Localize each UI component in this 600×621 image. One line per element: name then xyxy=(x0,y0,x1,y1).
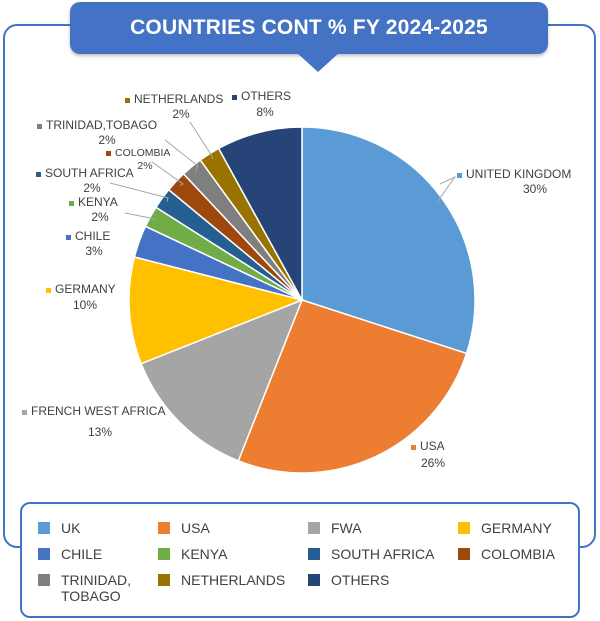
legend-label: USA xyxy=(181,520,210,536)
legend-item-uk: UK xyxy=(38,520,80,536)
data-value-south-africa: 2% xyxy=(83,181,101,195)
label-marker-usa xyxy=(411,445,416,450)
label-marker-others xyxy=(232,95,237,100)
legend-item-germany: GERMANY xyxy=(458,520,552,536)
data-label-french-west-africa: FRENCH WEST AFRICA xyxy=(31,404,165,418)
legend-swatch xyxy=(458,522,470,534)
legend-label: GERMANY xyxy=(481,520,552,536)
data-value-united-kingdom: 30% xyxy=(523,182,547,196)
leader-line-south-africa xyxy=(109,182,169,202)
leader-line-netherlands xyxy=(189,121,214,160)
pie-slice-germany xyxy=(128,256,305,365)
legend-item-south-africa: SOUTH AFRICA xyxy=(308,546,434,562)
title-banner-pointer xyxy=(296,52,340,72)
label-marker-trinidad-tobago xyxy=(37,124,42,129)
data-value-trinidad-tobago: 2% xyxy=(98,133,116,147)
label-marker-united-kingdom xyxy=(457,173,462,178)
legend-label: UK xyxy=(61,520,81,536)
legend-swatch xyxy=(38,522,50,534)
legend-item-colombia: COLOMBIA xyxy=(458,546,555,562)
data-label-kenya: KENYA xyxy=(78,195,118,209)
legend-swatch xyxy=(308,522,320,534)
pie-slice-others xyxy=(217,126,303,301)
legend: UK USA FWA GERMANY CHILE KENYA SOUTH AFRICA COL… xyxy=(20,502,580,618)
legend-swatch xyxy=(158,522,170,534)
leader-line-trinidad-tobago xyxy=(164,139,199,172)
label-marker-germany xyxy=(46,288,51,293)
label-marker-chile xyxy=(66,235,71,240)
data-value-germany: 10% xyxy=(73,298,97,312)
data-label-others: OTHERS xyxy=(241,89,291,103)
pie-slice-french-west-africa xyxy=(140,298,304,462)
legend-swatch xyxy=(158,548,170,560)
legend-item-netherlands: NETHERLANDS xyxy=(158,572,285,588)
legend-item-trinidad-tobago: TRINIDAD, TOBAGO xyxy=(38,572,131,604)
data-value-colombia: 2% xyxy=(137,160,152,172)
legend-label: OTHERS xyxy=(331,572,390,588)
data-value-others: 8% xyxy=(256,105,274,119)
legend-label: SOUTH AFRICA xyxy=(331,546,435,562)
legend-swatch xyxy=(458,548,470,560)
label-marker-south-africa xyxy=(36,172,41,177)
label-marker-netherlands xyxy=(125,98,130,103)
legend-label: KENYA xyxy=(181,546,228,562)
title-banner xyxy=(70,2,548,54)
legend-swatch xyxy=(308,574,320,586)
data-label-united-kingdom: UNITED KINGDOM xyxy=(466,167,571,181)
legend-swatch xyxy=(38,574,50,586)
data-label-trinidad-tobago: TRINIDAD,TOBAGO xyxy=(46,118,157,132)
legend-label: CHILE xyxy=(61,546,103,562)
pie-slice-usa xyxy=(237,299,468,474)
label-marker-kenya xyxy=(69,201,74,206)
leader-line-united-kingdom xyxy=(436,175,457,203)
legend-swatch xyxy=(308,548,320,560)
legend-label: FWA xyxy=(331,520,362,536)
legend-label: COLOMBIA xyxy=(481,546,555,562)
data-value-french-west-africa: 13% xyxy=(88,425,112,439)
data-value-netherlands: 2% xyxy=(172,107,190,121)
legend-label: NETHERLANDS xyxy=(181,572,286,588)
leader-line-colombia xyxy=(151,161,184,187)
legend-label: TRINIDAD, TOBAGO xyxy=(61,572,131,604)
legend-item-others: OTHERS xyxy=(308,572,389,588)
leader-line-kenya xyxy=(124,212,156,221)
label-marker-colombia xyxy=(106,151,111,156)
data-label-usa: USA xyxy=(420,439,445,453)
legend-item-chile: CHILE xyxy=(38,546,102,562)
data-value-kenya: 2% xyxy=(91,210,109,224)
chart-title: COUNTRIES CONT % FY 2024-2025 xyxy=(130,16,488,39)
legend-swatch xyxy=(158,574,170,586)
legend-item-usa: USA xyxy=(158,520,210,536)
data-label-colombia: COLOMBIA xyxy=(115,147,170,159)
data-label-south-africa: SOUTH AFRICA xyxy=(45,166,134,180)
legend-item-fwa: FWA xyxy=(308,520,362,536)
data-label-netherlands: NETHERLANDS xyxy=(134,92,223,106)
legend-item-kenya: KENYA xyxy=(158,546,227,562)
label-marker-french-west-africa xyxy=(22,410,27,415)
pie-slice-united-kingdom xyxy=(301,126,476,355)
data-label-chile: CHILE xyxy=(75,229,110,243)
data-value-usa: 26% xyxy=(421,456,445,470)
data-value-chile: 3% xyxy=(85,244,103,258)
legend-swatch xyxy=(38,548,50,560)
data-label-germany: GERMANY xyxy=(55,282,116,296)
